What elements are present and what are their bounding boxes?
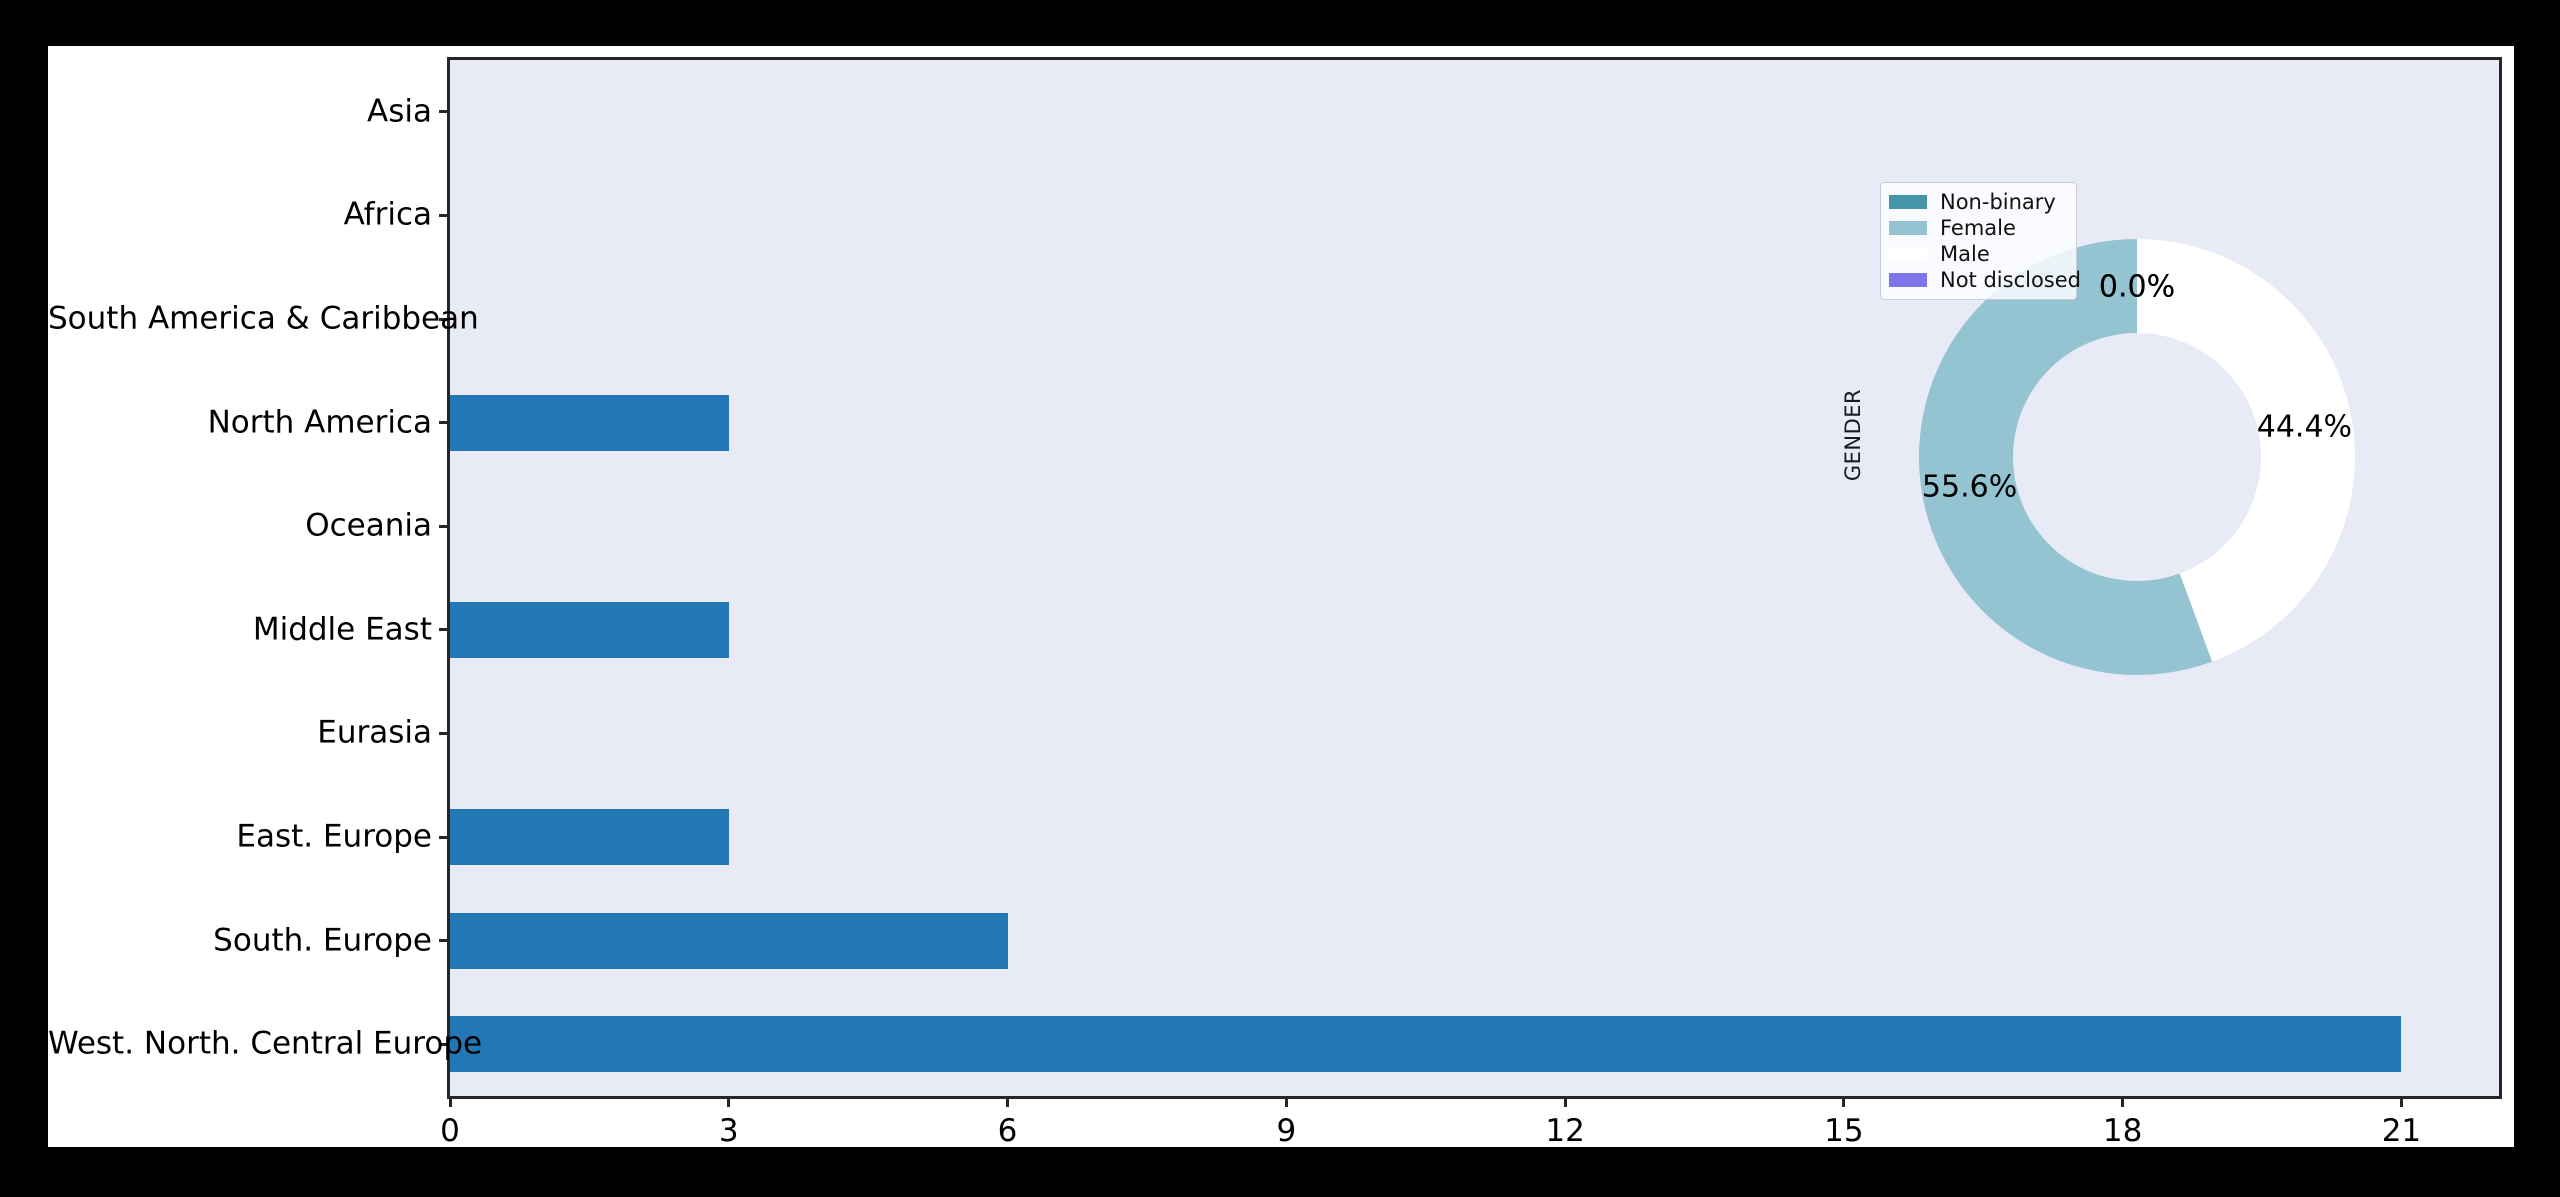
y-tick-label: Asia — [367, 93, 432, 130]
x-tick-mark — [1006, 1099, 1010, 1107]
x-tick-mark — [2399, 1099, 2403, 1107]
y-tick-label: Oceania — [305, 507, 432, 544]
bar — [450, 912, 1008, 969]
bar — [450, 394, 729, 451]
legend-item: Not disclosed — [1889, 267, 2081, 293]
x-tick-label: 0 — [440, 1113, 460, 1149]
legend-item: Male — [1889, 241, 2072, 267]
x-tick-label: 15 — [1824, 1113, 1864, 1149]
x-tick-label: 21 — [2381, 1113, 2422, 1149]
x-tick-label: 18 — [2102, 1113, 2143, 1149]
bar-chart-plot-area — [447, 57, 2502, 1099]
x-tick-label: 3 — [718, 1113, 739, 1149]
legend-rows: Non-binary Female Male Not disclosed — [1889, 189, 2081, 293]
y-tick-mark — [439, 731, 447, 735]
bar — [450, 601, 729, 658]
figure: Asia Africa South America & Caribbean North… — [48, 46, 2514, 1149]
legend-swatch-male — [1889, 247, 1927, 261]
donut-chart — [1918, 239, 2355, 675]
legend-item: Female — [1889, 215, 2072, 241]
y-tick-label: Africa — [343, 196, 432, 233]
bar-series — [450, 60, 2499, 1096]
y-tick-label: Middle East — [252, 611, 432, 648]
legend-item-label: Non-binary — [1940, 190, 2056, 214]
y-tick-label: South America & Caribbean — [48, 300, 479, 337]
donut-ylabel: GENDER — [1841, 388, 1865, 482]
x-tick-mark — [1842, 1099, 1846, 1107]
legend-item-label: Male — [1940, 242, 1990, 266]
legend-swatch-non-binary — [1889, 195, 1927, 209]
y-tick-label: Eurasia — [317, 714, 432, 751]
y-tick-mark — [439, 213, 447, 217]
x-tick-mark — [2121, 1099, 2125, 1107]
y-tick-label: West. North. Central Europe — [48, 1025, 483, 1062]
y-tick-mark — [439, 628, 447, 632]
y-tick-label: South. Europe — [213, 921, 432, 958]
x-tick-mark — [727, 1099, 731, 1107]
y-tick-mark — [439, 421, 447, 425]
x-tick-mark — [448, 1099, 452, 1107]
legend-item-label: Not disclosed — [1940, 268, 2081, 292]
legend-item: Non-binary — [1889, 189, 2072, 215]
y-tick-mark — [439, 1042, 447, 1046]
donut-slice-female — [1918, 239, 2213, 675]
y-tick-mark — [439, 524, 447, 528]
bar — [450, 1016, 2402, 1073]
y-tick-mark — [439, 939, 447, 943]
bar — [450, 809, 729, 865]
x-tick-label: 6 — [997, 1113, 1018, 1149]
donut-slice-male — [2137, 239, 2355, 662]
x-tick-label: 12 — [1545, 1113, 1585, 1149]
y-tick-label: North America — [207, 403, 432, 440]
y-tick-label: East. Europe — [236, 818, 432, 855]
donut-percent-label: 0.0% — [2098, 269, 2176, 305]
x-tick-mark — [1563, 1099, 1567, 1107]
donut-percent-label: 44.4% — [2256, 409, 2353, 445]
x-tick-mark — [1284, 1099, 1288, 1107]
y-tick-mark — [439, 110, 447, 114]
legend-swatch-not-disclosed — [1889, 273, 1927, 287]
legend: Non-binary Female Male Not disclosed — [1880, 182, 2081, 300]
donut-percent-label: 55.6% — [1921, 469, 2018, 505]
donut-percent-label: 0.0% — [2098, 269, 2176, 305]
y-tick-mark — [439, 317, 447, 321]
legend-swatch-female — [1889, 221, 1927, 235]
x-tick-label: 9 — [1276, 1113, 1297, 1149]
legend-item-label: Female — [1940, 216, 2016, 240]
y-tick-mark — [439, 835, 447, 839]
